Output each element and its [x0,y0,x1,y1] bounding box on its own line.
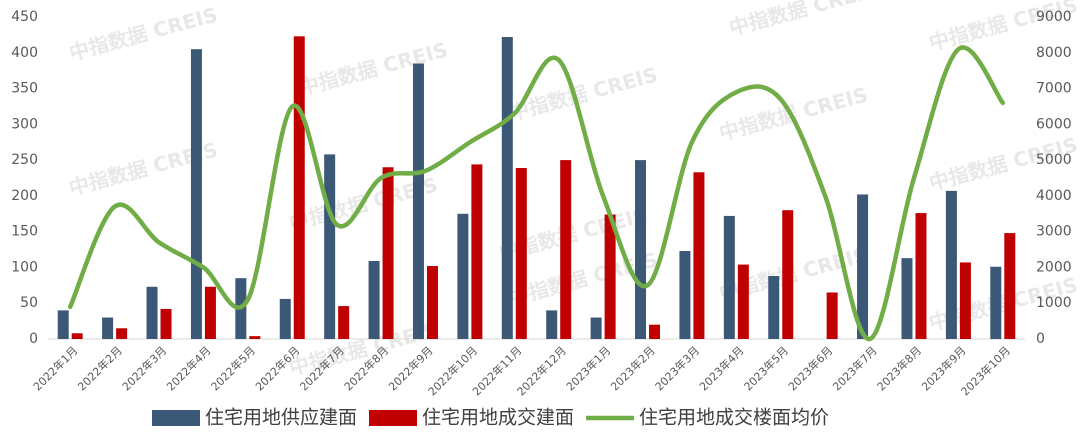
bar [71,333,83,339]
bar [901,258,913,339]
line [67,45,1006,342]
y-tick-label: 300 [11,116,38,132]
bar [857,194,869,339]
bar [590,317,602,339]
y-tick-label: 100 [11,259,38,275]
y2-tick-label: 2000 [1036,259,1072,275]
y-tick-label: 350 [11,81,38,97]
bar [146,286,158,339]
bar [723,215,735,339]
y2-tick-label: 5000 [1036,152,1072,168]
y-tick-label: 250 [11,152,38,168]
x-tick-label: 2022年5月 [208,343,258,393]
bar [190,49,202,339]
bar [338,306,350,339]
legend-label: 住宅用地成交建面 [422,407,574,429]
watermark: 中指数据 CREIS [297,37,451,100]
y-tick-label: 50 [20,295,38,311]
y-tick-label: 450 [11,9,38,25]
legend-swatch [369,410,418,426]
bar [693,172,705,339]
x-tick-label: 2023年4月 [696,343,746,393]
y2-tick-label: 4000 [1036,188,1072,204]
x-tick-label: 2023年5月 [741,343,791,393]
bar [737,264,749,339]
bar [915,213,927,339]
bar [501,37,513,340]
y2-tick-label: 9000 [1036,9,1072,25]
y-tick-label: 200 [11,188,38,204]
bar [249,336,261,339]
x-tick-label: 2023年6月 [785,343,835,393]
x-tick-label: 2023年1月 [563,343,613,393]
bar [945,190,957,339]
bar [546,310,558,339]
bar [826,292,838,339]
bar [279,298,291,339]
y2-tick-label: 8000 [1036,45,1072,61]
bar [1004,233,1016,339]
x-tick-label: 2023年3月 [652,343,702,393]
bar [560,160,572,339]
y-tick-label: 400 [11,45,38,61]
bar [293,36,305,339]
bar [368,261,380,339]
bar [768,276,780,339]
y-tick-label: 0 [29,331,38,347]
bar [426,266,438,339]
bar [515,167,527,339]
bar [204,286,216,339]
legend-swatch [152,410,200,426]
bar [604,214,616,339]
legend-label: 住宅用地供应建面 [205,407,357,429]
x-tick-label: 2023年2月 [608,343,658,393]
y2-tick-label: 7000 [1036,81,1072,97]
bar [959,262,971,339]
x-tick-label: 2022年2月 [75,343,125,393]
bar [471,164,483,339]
bar [457,213,469,339]
x-tick-label: 2023年7月 [830,343,880,393]
y2-tick-label: 6000 [1036,116,1072,132]
x-tick-label: 2022年3月 [119,343,169,393]
watermark: 中指数据 CREIS [727,0,881,40]
bar [990,266,1002,339]
bar [412,63,424,340]
x-tick-label: 2022年1月 [30,343,80,393]
bar [635,160,647,339]
x-tick-label: 2023年8月 [874,343,924,393]
y2-tick-label: 1000 [1036,295,1072,311]
bar [102,317,114,339]
bar [649,324,661,339]
bar [116,328,128,339]
bar [57,310,69,339]
bar [382,167,394,339]
y-tick-label: 150 [11,224,38,240]
bar [782,210,794,339]
x-tick-label: 2022年4月 [163,343,213,393]
legend-label: 住宅用地成交楼面均价 [639,407,829,429]
bar [679,250,691,339]
bar [160,308,172,339]
bar [324,154,336,339]
y2-tick-label: 3000 [1036,224,1072,240]
y2-tick-label: 0 [1036,331,1045,347]
